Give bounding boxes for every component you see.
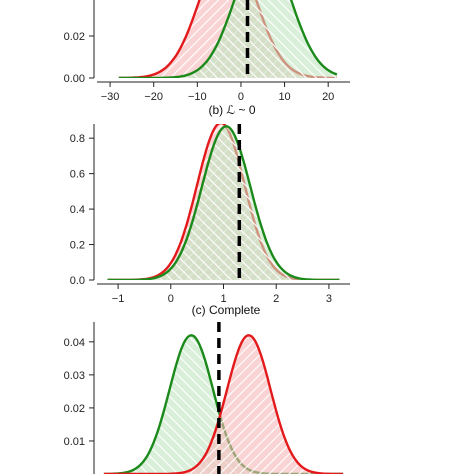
x-tick-label: 10 [278, 91, 290, 103]
x-tick-label: −20 [144, 91, 163, 103]
y-tick-label: 0.4 [70, 204, 85, 216]
panel-title-b: (b) ℒ ~ 0 [209, 103, 256, 117]
plot-area [118, 0, 338, 78]
density-line-green [107, 125, 340, 280]
x-tick-label: 2 [273, 293, 279, 305]
density-area-green [107, 126, 340, 280]
y-tick-label: 0.0 [70, 275, 85, 287]
x-tick-label: 0 [238, 91, 244, 103]
panel-title-c: (c) Complete [192, 303, 261, 317]
panel-c: 0.01 0.02 0.03 0.04 [64, 322, 344, 474]
density-line-green [118, 0, 338, 78]
x-tick-label: 0 [168, 293, 174, 305]
plot-area [107, 124, 340, 280]
density-area-green [118, 0, 337, 78]
y-tick-label: 0.2 [70, 240, 85, 252]
density-line-red [103, 334, 344, 474]
y-tick-label: 0.02 [64, 403, 85, 415]
x-tick-label: −30 [101, 91, 120, 103]
y-tick-label: 0.04 [64, 337, 85, 349]
y-tick-label: 0.01 [64, 436, 85, 448]
plot-area [103, 334, 344, 474]
y-tick-label: 0.02 [64, 31, 85, 43]
x-tick-label: 1 [220, 293, 226, 305]
y-tick-label: 0.03 [64, 370, 85, 382]
panel-a: 0.00 0.02 −30 −20 −10 0 10 20 [64, 0, 350, 103]
panel-b: 0.0 0.2 0.4 0.6 0.8 −1 0 1 2 3 [70, 124, 350, 305]
y-tick-label: 0.00 [64, 73, 85, 85]
x-tick-label: 20 [322, 91, 334, 103]
density-area-green [103, 335, 344, 474]
x-tick-label: −1 [112, 293, 125, 305]
x-tick-label: −10 [188, 91, 207, 103]
x-tick-label: 3 [326, 293, 332, 305]
y-tick-label: 0.6 [70, 169, 85, 181]
y-tick-label: 0.8 [70, 133, 85, 145]
